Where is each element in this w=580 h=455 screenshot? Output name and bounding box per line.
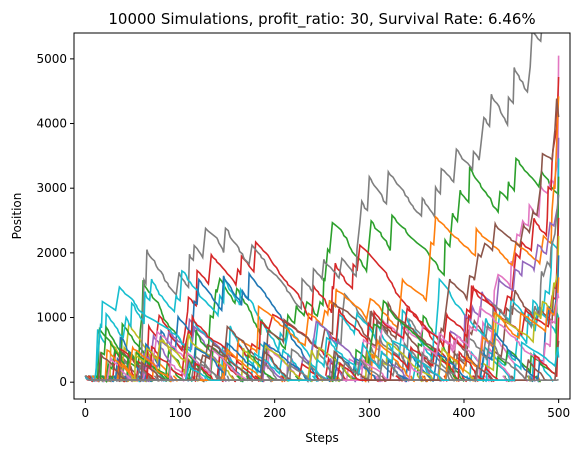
- y-tick-label: 5000: [36, 52, 67, 66]
- x-tick-label: 300: [358, 406, 381, 420]
- x-axis-title: Steps: [305, 431, 339, 445]
- simulation-line: [121, 33, 543, 376]
- surviving-simulation-line: [84, 137, 560, 381]
- simulation-line: [461, 375, 468, 383]
- x-tick-label: 500: [547, 406, 570, 420]
- simulation-line: [218, 325, 290, 382]
- y-axis: 0 1000 2000 3000 4000 5000: [36, 52, 74, 389]
- series-layer: [84, 33, 560, 384]
- x-tick-label: 0: [82, 406, 90, 420]
- x-tick-label: 200: [263, 406, 286, 420]
- simulation-line: [380, 375, 387, 383]
- simulation-line: [126, 156, 559, 376]
- simulation-line: [303, 292, 428, 383]
- y-tick-label: 2000: [36, 246, 67, 260]
- x-tick-label: 100: [169, 406, 192, 420]
- y-axis-title: Position: [10, 193, 24, 240]
- simulation-line: [132, 240, 460, 383]
- surviving-simulation-line: [84, 235, 560, 382]
- chart-title: 10000 Simulations, profit_ratio: 30, Sur…: [108, 10, 535, 29]
- y-tick-label: 1000: [36, 311, 67, 325]
- x-axis: 0 100 200 300 400 500: [82, 399, 570, 420]
- y-tick-label: 4000: [36, 117, 67, 131]
- y-tick-label: 3000: [36, 181, 67, 195]
- simulation-line: [311, 375, 318, 383]
- simulation-line: [100, 321, 168, 384]
- y-tick-label: 0: [59, 375, 67, 389]
- plot-frame: [73, 32, 571, 400]
- x-tick-label: 400: [453, 406, 476, 420]
- surviving-simulation-line: [84, 339, 559, 381]
